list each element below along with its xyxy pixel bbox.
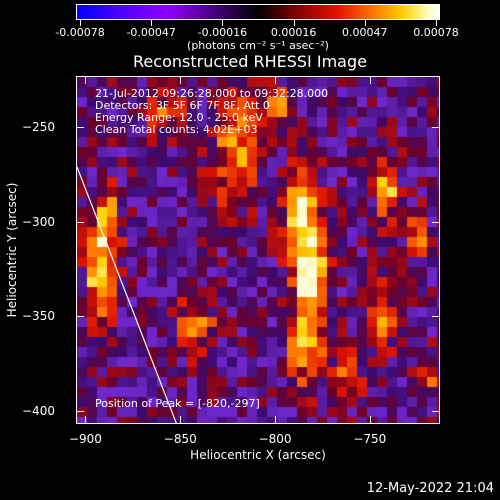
x-tick-label: −850: [163, 432, 197, 446]
colorbar-tick: [436, 20, 437, 26]
info-detectors: Detectors: 3F 5F 6F 7F 8F, Att 0: [95, 99, 270, 112]
render-timestamp: 12-May-2022 21:04: [366, 481, 494, 496]
y-tick-mark: [432, 410, 440, 412]
info-counts: Clean Total counts: 4.02E+03: [95, 123, 258, 136]
colorbar-units: (photons cm⁻² s⁻¹ asec⁻²): [187, 39, 329, 52]
y-axis-label: Heliocentric Y (arcsec): [5, 182, 19, 318]
y-tick-mark: [76, 127, 84, 129]
solar-image-plot: 21-Jul-2012 09:26:28.000 to 09:32:28.000…: [76, 76, 440, 424]
x-tick-mark: [275, 76, 277, 84]
y-tick-label: −400: [22, 403, 55, 418]
info-peak-position: Position of Peak = [-820,-297]: [95, 397, 260, 410]
x-tick-mark: [180, 76, 182, 84]
y-tick-mark: [432, 316, 440, 318]
x-tick-mark: [180, 416, 182, 424]
x-tick-label: −900: [68, 432, 102, 446]
colorbar-tick: [80, 20, 81, 26]
colorbar-tick-label: 0.00078: [413, 26, 459, 39]
x-tick-mark: [85, 416, 87, 424]
y-tick-mark: [432, 221, 440, 223]
y-tick-mark: [432, 127, 440, 129]
info-energy-range: Energy Range: 12.0 - 25.0 keV: [95, 111, 263, 124]
x-tick-label: −750: [353, 432, 387, 446]
x-tick-mark: [369, 416, 371, 424]
limb-line: [77, 166, 177, 423]
y-tick-mark: [76, 221, 84, 223]
y-tick-label: −350: [22, 309, 55, 324]
colorbar-tick-label: -0.00078: [55, 26, 105, 39]
heatmap-canvas: [77, 77, 439, 423]
colorbar: [76, 4, 440, 20]
colorbar-tick-label: 0.00047: [342, 26, 388, 39]
colorbar-tick: [293, 20, 295, 26]
y-tick-label: −300: [22, 214, 55, 229]
x-tick-mark: [369, 76, 371, 84]
colorbar-tick-label: -0.00016: [197, 26, 248, 39]
colorbar-tick-label: 0.00016: [270, 26, 317, 39]
x-tick-label: −800: [258, 432, 292, 446]
x-tick-mark: [85, 76, 87, 84]
info-time-range: 21-Jul-2012 09:26:28.000 to 09:32:28.000: [95, 87, 329, 100]
y-tick-label: −250: [22, 120, 55, 135]
colorbar-tick-label: -0.00047: [126, 26, 176, 39]
x-tick-mark: [275, 416, 277, 424]
colorbar-tick: [222, 20, 224, 26]
y-tick-mark: [76, 316, 84, 318]
colorbar-tick: [364, 20, 366, 26]
colorbar-tick: [151, 20, 153, 26]
image-title: Reconstructed RHESSI Image: [133, 52, 367, 71]
y-tick-mark: [76, 410, 84, 412]
x-axis-label: Heliocentric X (arcsec): [190, 448, 326, 462]
